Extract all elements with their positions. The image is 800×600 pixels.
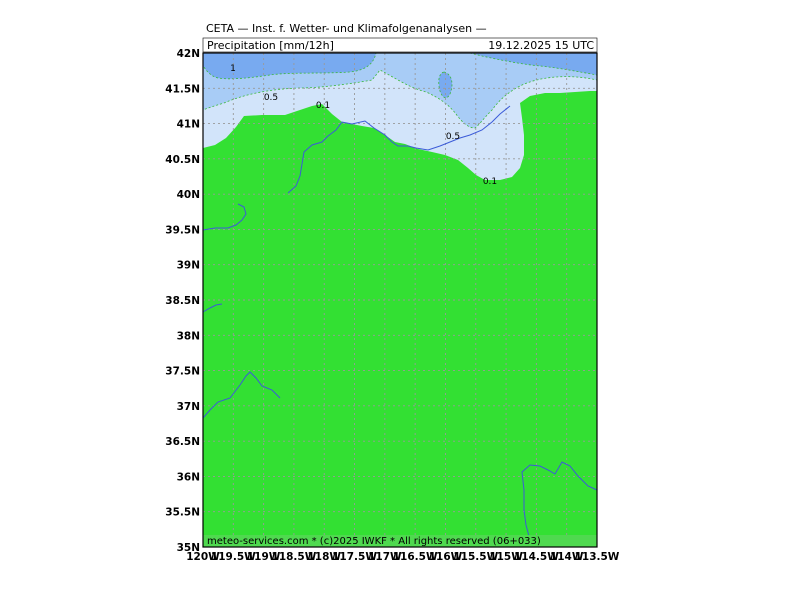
lat-tick-label: 38N bbox=[177, 330, 200, 342]
map-title: CETA — Inst. f. Wetter- und Klimafolgena… bbox=[206, 22, 487, 35]
lon-tick-label: 113.5W bbox=[575, 551, 620, 563]
lon-tick-label: 119W bbox=[247, 551, 281, 563]
lon-tick-label: 114W bbox=[550, 551, 584, 563]
lon-tick-label: 119.5W bbox=[211, 551, 256, 563]
lat-tick-label: 37.5N bbox=[165, 366, 200, 378]
lat-tick-label: 42N bbox=[177, 48, 200, 60]
contour-label: 0.1 bbox=[316, 101, 330, 111]
lat-tick-label: 40N bbox=[177, 189, 200, 201]
map-area: 1 0.5 0.1 0.5 0.1 meteo-services.com * (… bbox=[202, 52, 598, 548]
contour-label: 0.5 bbox=[446, 132, 460, 142]
lat-tick-label: 36.5N bbox=[165, 436, 200, 448]
river-north bbox=[287, 105, 511, 194]
footer-strip bbox=[203, 535, 597, 547]
lon-tick-label: 117W bbox=[368, 551, 402, 563]
contour-label: 0.5 bbox=[264, 93, 278, 103]
precip-area-heavy-west bbox=[202, 52, 377, 80]
contour-label: 1 bbox=[230, 64, 236, 74]
lon-tick-label: 116.5W bbox=[393, 551, 438, 563]
subtitle-bar bbox=[202, 37, 598, 53]
longitude-axis: 120W119.5W119W118.5W118W117.5W117W116.5W… bbox=[186, 551, 620, 563]
lat-tick-label: 40.5N bbox=[165, 154, 200, 166]
lat-tick-label: 41N bbox=[177, 119, 200, 131]
lon-tick-label: 118.5W bbox=[272, 551, 317, 563]
footer-credit: meteo-services.com * (c)2025 IWKF * All … bbox=[207, 536, 541, 547]
lon-tick-label: 118W bbox=[307, 551, 341, 563]
map-frame bbox=[202, 52, 598, 548]
lat-tick-label: 39N bbox=[177, 260, 200, 272]
parameter-label: Precipitation [mm/12h] bbox=[207, 39, 334, 52]
lon-tick-label: 116W bbox=[429, 551, 463, 563]
lon-tick-label: 117.5W bbox=[332, 551, 377, 563]
lat-tick-label: 39.5N bbox=[165, 224, 200, 236]
river-south-west bbox=[202, 371, 281, 419]
lat-tick-label: 41.5N bbox=[165, 83, 200, 95]
valid-time: 19.12.2025 15 UTC bbox=[488, 39, 594, 52]
latitude-axis: 42N 41.5N 41N 40.5N 40N 39.5N 39N 38.5N 38N 37.5N… bbox=[165, 48, 200, 554]
contour-label: 0.1 bbox=[483, 177, 497, 187]
river-west-1 bbox=[202, 203, 247, 231]
lat-tick-label: 37N bbox=[177, 401, 200, 413]
river-south-east bbox=[521, 461, 598, 541]
lon-tick-label: 114.5W bbox=[514, 551, 559, 563]
lat-tick-label: 38.5N bbox=[165, 295, 200, 307]
river-west-2 bbox=[202, 303, 223, 313]
lat-tick-label: 36N bbox=[177, 471, 200, 483]
lon-tick-label: 120W bbox=[186, 551, 220, 563]
lon-tick-label: 115W bbox=[489, 551, 523, 563]
lon-tick-label: 115.5W bbox=[453, 551, 498, 563]
precip-area-heavy-east bbox=[469, 52, 598, 76]
rivers bbox=[202, 105, 598, 541]
lat-tick-label: 35.5N bbox=[165, 507, 200, 519]
land bbox=[203, 91, 597, 547]
lat-tick-label: 35N bbox=[177, 542, 200, 554]
